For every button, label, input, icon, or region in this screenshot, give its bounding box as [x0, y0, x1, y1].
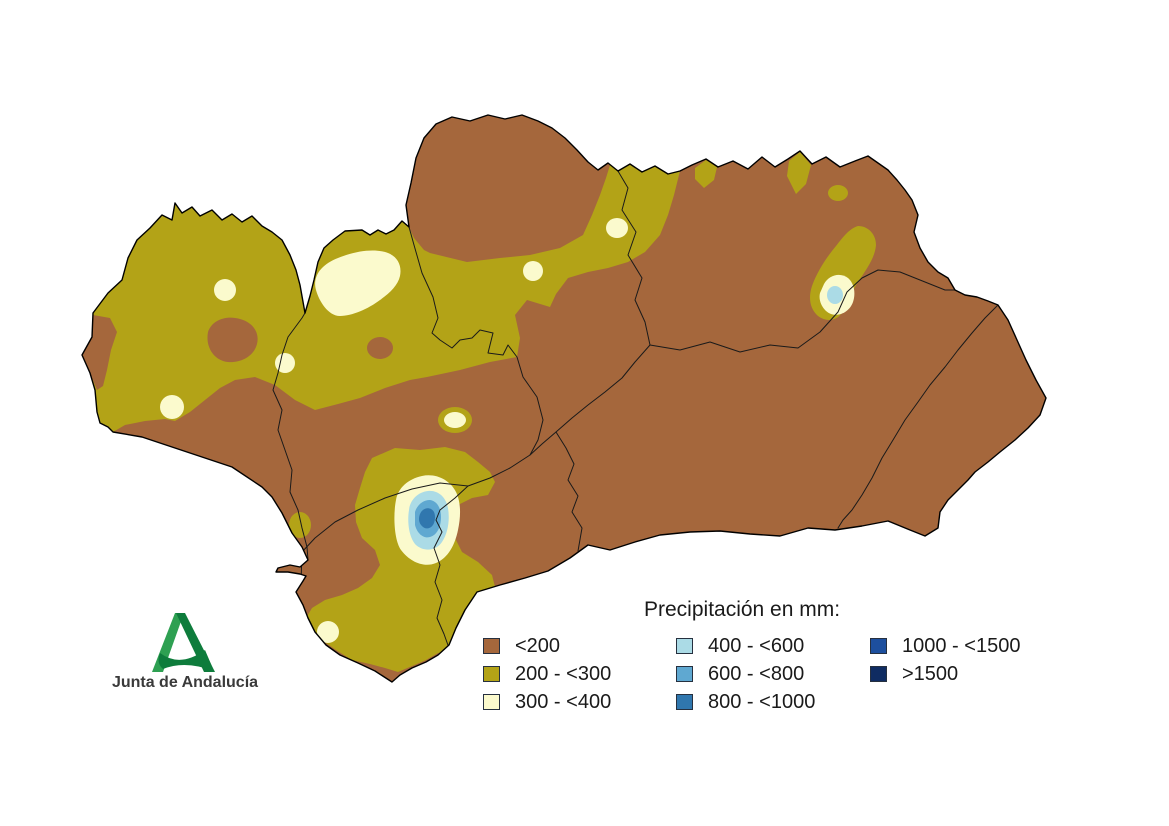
zone-300-400-dot-3: [606, 218, 628, 238]
legend-item-gt1500: >1500: [870, 662, 959, 685]
junta-logo-a-icon: [152, 613, 215, 672]
legend-label: 200 - <300: [515, 662, 612, 685]
legend-label: 400 - <600: [708, 634, 805, 657]
zone-300-400-dot-1: [275, 353, 295, 373]
zone-lt200-small-patch: [367, 337, 393, 359]
zone-200-300-jaen-bump-1: [695, 160, 717, 188]
logo-a-swoosh: [158, 650, 214, 671]
legend-swatch-400-600: [676, 638, 693, 654]
legend-label: 800 - <1000: [708, 690, 816, 713]
junta-logo-text: Junta de Andalucía: [111, 674, 259, 691]
legend-item-lt200: <200: [483, 634, 561, 657]
junta-andalucia-logo: Junta de Andalucía: [100, 600, 270, 700]
zone-800-1000-grazalema: [419, 508, 435, 529]
province-border-cordoba-jaen: [614, 165, 651, 346]
zone-400-600-cazorla: [827, 286, 843, 304]
legend-label: >1500: [902, 662, 959, 685]
province-border-malaga-granada: [555, 431, 583, 552]
zone-300-400-dot-4: [523, 261, 543, 281]
legend-swatch-1000-1500: [870, 638, 887, 654]
legend-swatch-300-400: [483, 694, 500, 710]
province-border-cordoba-granada: [529, 344, 651, 456]
zone-lt200-west-border-strip: [82, 315, 117, 390]
legend-item-600-800: 600 - <800: [676, 662, 805, 685]
legend-item-200-300: 200 - <300: [483, 662, 612, 685]
zone-300-400-dot-aracena: [214, 279, 236, 301]
zone-300-400-dot-alcornocales: [317, 621, 339, 643]
zone-200-300-jaen-dot: [828, 185, 848, 201]
province-border-cadiz-malaga: [433, 485, 469, 649]
zone-300-400-dot-2: [160, 395, 184, 419]
legend-swatch-lt200: [483, 638, 500, 654]
zone-lt200-base: [82, 115, 1046, 682]
legend-swatch-600-800: [676, 666, 693, 682]
legend-label: 300 - <400: [515, 690, 612, 713]
province-border-jaen-granada: [649, 269, 956, 353]
legend-swatch-200-300: [483, 666, 500, 682]
legend-label: <200: [515, 634, 561, 657]
legend-item-300-400: 300 - <400: [483, 690, 612, 713]
zone-200-300-coastal-spot: [289, 512, 311, 538]
province-border-huelva-sevilla: [272, 312, 309, 561]
legend-item-800-1000: 800 - <1000: [676, 690, 816, 713]
province-border-sevilla-cordoba: [408, 226, 544, 456]
legend-swatch-800-1000: [676, 694, 693, 710]
zone-300-400-dot-antequera: [444, 412, 466, 428]
province-border-granada-almeria: [837, 304, 999, 529]
legend-label: 600 - <800: [708, 662, 805, 685]
zone-200-300-jaen-bump-2: [787, 152, 811, 194]
zone-300-400-sierra-norte: [315, 250, 401, 316]
zone-lt200-riotinto-patch: [207, 317, 258, 363]
legend-label: 1000 - <1500: [902, 634, 1021, 657]
province-border-sevilla-malaga: [467, 454, 531, 487]
legend-swatch-gt1500: [870, 666, 887, 682]
legend-item-1000-1500: 1000 - <1500: [870, 634, 1021, 657]
province-border-sevilla-cadiz: [300, 482, 469, 584]
legend-title: Precipitación en mm:: [644, 598, 841, 621]
legend-item-400-600: 400 - <600: [676, 634, 805, 657]
